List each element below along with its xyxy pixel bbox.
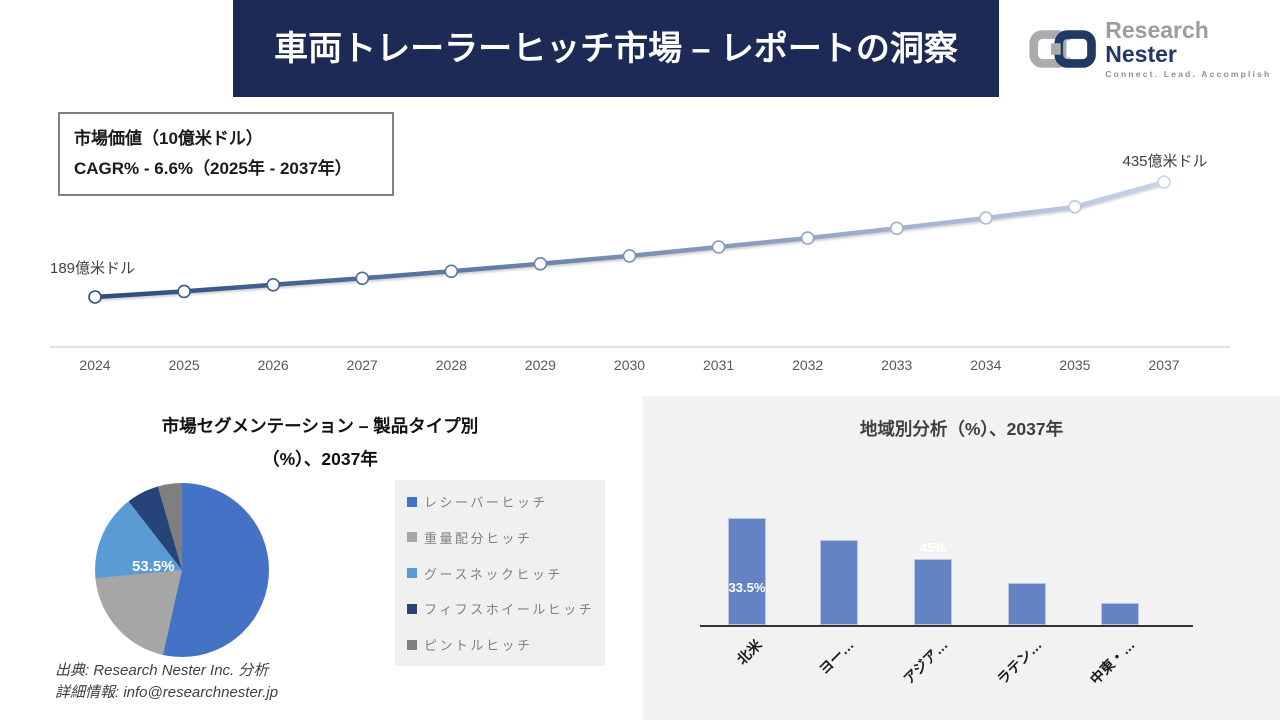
legend-item: グースネックヒッチ bbox=[407, 564, 593, 583]
data-point-marker bbox=[533, 257, 548, 271]
legend-swatch bbox=[407, 568, 417, 578]
pie-chart-title: 市場セグメンテーション – 製品タイプ別 （%）、2037年 bbox=[40, 410, 600, 476]
x-axis-label: 2026 bbox=[257, 357, 289, 373]
product-segmentation-section: 市場セグメンテーション – 製品タイプ別 （%）、2037年 53.5% レシー… bbox=[0, 396, 643, 720]
logo-tagline: Connect. Lead. Accomplish bbox=[1105, 69, 1272, 79]
legend-swatch bbox=[407, 603, 417, 614]
legend-item: レシーバーヒッチ bbox=[407, 492, 593, 511]
last-point-label: 435億米ドル bbox=[1122, 153, 1208, 170]
legend-label: グースネックヒッチ bbox=[424, 566, 563, 582]
bar-value-label: 45% bbox=[919, 540, 947, 555]
product-type-pie-chart bbox=[95, 483, 269, 657]
legend-label: 重量配分ヒッチ bbox=[424, 530, 533, 546]
market-value-line-chart: 189億米ドル 435億米ドル 2024 2025 2026 2027 2028 2029… bbox=[50, 145, 1230, 385]
source-footer: 出典: Research Nester Inc. 分析 詳細情報: info@r… bbox=[55, 660, 278, 704]
data-point-marker bbox=[266, 278, 280, 292]
x-axis-label: 2033 bbox=[881, 357, 913, 373]
report-header: 車両トレーラーヒッチ市場 – レポートの洞察 bbox=[233, 0, 999, 97]
legend-item: 重量配分ヒッチ bbox=[407, 528, 593, 547]
market-value-label: 市場価値（10億米ドル） bbox=[74, 129, 263, 148]
cagr-label: CAGR% - 6.6%（2025年 - 2037年） bbox=[74, 159, 352, 178]
x-axis-label: 2035 bbox=[1059, 357, 1091, 373]
regional-bar-chart: 33.5% 45% bbox=[700, 497, 1193, 627]
data-point-marker bbox=[622, 249, 637, 263]
data-point-marker bbox=[800, 231, 815, 245]
region-bar bbox=[914, 559, 952, 625]
bar-category-label: アジア… bbox=[900, 636, 951, 687]
data-point-marker bbox=[889, 221, 904, 236]
pie-chart-title-line2: （%）、2037年 bbox=[262, 449, 378, 469]
region-bar bbox=[728, 518, 766, 625]
logo-brand: Research Nester bbox=[1105, 18, 1280, 66]
market-value-box: 市場価値（10億米ドル） CAGR% - 6.6%（2025年 - 2037年） bbox=[58, 112, 394, 196]
logo-brand-second: Nester bbox=[1105, 41, 1177, 67]
legend-swatch bbox=[407, 532, 417, 543]
region-bar bbox=[1101, 603, 1139, 625]
logo-brand-first: Research bbox=[1105, 17, 1209, 43]
data-point-marker bbox=[177, 284, 191, 299]
data-point-marker bbox=[355, 271, 370, 286]
legend-label: フィフスホイールヒッチ bbox=[424, 602, 595, 618]
bar-value-label: 33.5% bbox=[728, 580, 766, 595]
x-axis-label: 2030 bbox=[613, 357, 646, 373]
x-axis-label: 2024 bbox=[79, 357, 111, 373]
bar-category-label: ヨー… bbox=[815, 636, 857, 678]
legend-label: レシーバーヒッチ bbox=[424, 495, 548, 510]
region-bar bbox=[1008, 583, 1046, 625]
report-title: 車両トレーラーヒッチ市場 – レポートの洞察 bbox=[274, 29, 958, 68]
data-point-marker bbox=[444, 264, 459, 279]
research-nester-logo: Research Nester Connect. Lead. Accomplis… bbox=[1028, 18, 1280, 79]
trend-line bbox=[94, 179, 1165, 300]
contact-line: 詳細情報: info@researchnester.jp bbox=[55, 684, 279, 701]
line-chart-svg bbox=[50, 175, 1230, 348]
pie-legend: レシーバーヒッチ 重量配分ヒッチグースネックヒッチフィフスホイールヒッチ ピントルヒ… bbox=[395, 480, 605, 666]
data-point-marker bbox=[88, 290, 102, 304]
bar-category-label: ラテン… bbox=[993, 636, 1045, 688]
x-axis-label: 2031 bbox=[703, 357, 735, 373]
pie-data-label: 53.5% bbox=[132, 558, 175, 575]
region-bar bbox=[820, 540, 858, 625]
x-axis-label: 2028 bbox=[435, 357, 467, 373]
data-point-marker bbox=[711, 240, 726, 254]
data-point-marker bbox=[1068, 199, 1082, 214]
bar-category-label: 中東・… bbox=[1086, 636, 1138, 688]
bar-category-label: 北米 bbox=[733, 636, 765, 668]
chain-links-icon bbox=[1029, 29, 1096, 68]
x-axis-label: 2037 bbox=[1148, 357, 1180, 373]
source-line: 出典: Research Nester Inc. 分析 bbox=[55, 662, 269, 679]
x-axis-label: 2027 bbox=[346, 357, 378, 373]
legend-swatch bbox=[407, 496, 417, 507]
legend-item: ピントルヒッチ bbox=[407, 635, 593, 654]
first-point-label: 189億米ドル bbox=[50, 260, 136, 277]
logo-text: Research Nester Connect. Lead. Accomplis… bbox=[1105, 18, 1280, 79]
legend-swatch bbox=[407, 639, 417, 650]
data-point-marker bbox=[1157, 175, 1171, 189]
bar-chart-axis-line bbox=[700, 625, 1193, 627]
legend-item: フィフスホイールヒッチ bbox=[407, 599, 593, 618]
legend-label: ピントルヒッチ bbox=[424, 638, 533, 653]
x-axis-label: 2029 bbox=[524, 357, 556, 373]
bar-chart-title: 地域別分析（%）、2037年 bbox=[859, 419, 1064, 439]
x-axis-label: 2032 bbox=[792, 357, 824, 373]
pie-chart-title-line1: 市場セグメンテーション – 製品タイプ別 bbox=[161, 416, 479, 436]
regional-analysis-section: 地域別分析（%）、2037年 33.5% 45% 北米 ヨー… アジア… ラテン… 中東・… bbox=[643, 396, 1280, 720]
data-point-marker bbox=[978, 211, 993, 225]
x-axis-label: 2034 bbox=[970, 357, 1002, 373]
x-axis-label: 2025 bbox=[168, 357, 200, 373]
